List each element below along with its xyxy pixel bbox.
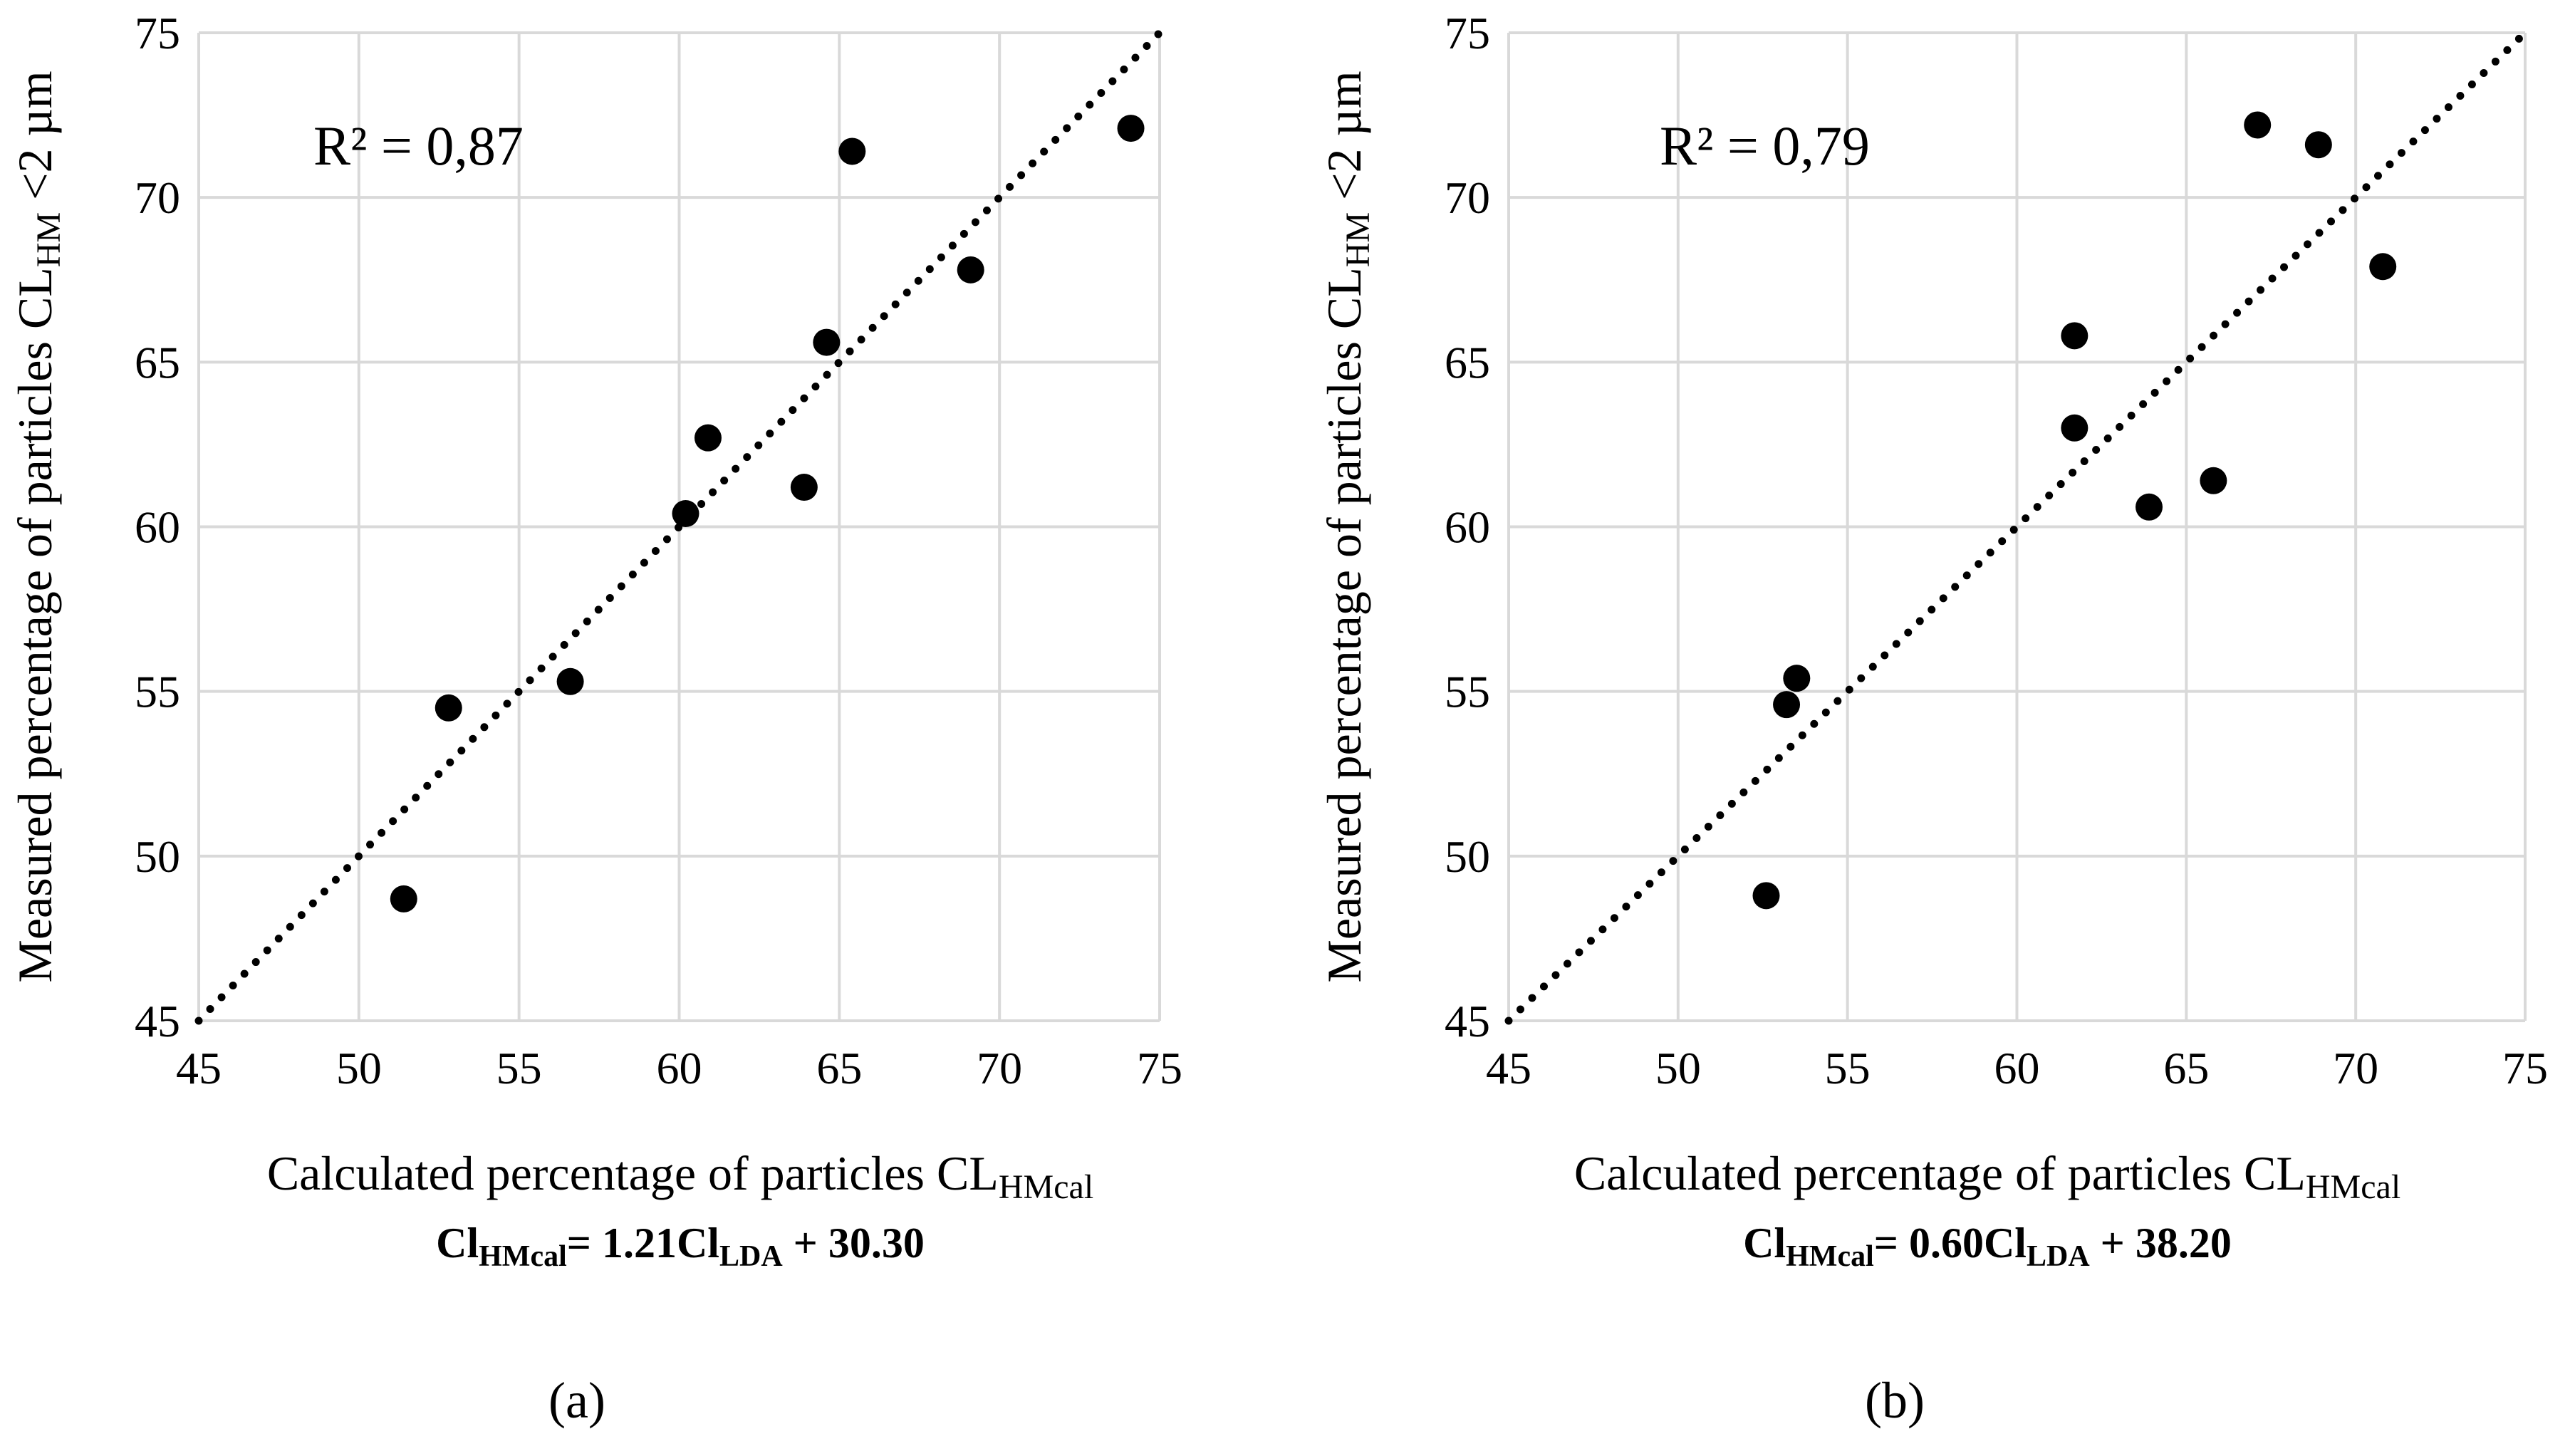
data-point bbox=[838, 137, 866, 165]
y-tick-label: 45 bbox=[135, 996, 180, 1046]
x-tick-label: 70 bbox=[977, 1043, 1022, 1093]
panel-label: (b) bbox=[1865, 1372, 1925, 1429]
data-point bbox=[556, 667, 584, 695]
data-point bbox=[957, 256, 984, 284]
y-tick-label: 70 bbox=[1445, 172, 1490, 223]
y-axis-label: Measured percentage of particles CLHM <2… bbox=[8, 71, 68, 982]
regression-equation: ClHMcal= 1.21ClLDA + 30.30 bbox=[436, 1220, 925, 1273]
x-tick-label: 55 bbox=[496, 1043, 542, 1093]
x-tick-label: 75 bbox=[1137, 1043, 1182, 1093]
data-point bbox=[694, 424, 722, 452]
x-tick-label: 55 bbox=[1825, 1043, 1871, 1093]
y-axis-label: Measured percentage of particles CLHM <2… bbox=[1317, 71, 1377, 982]
data-point bbox=[390, 885, 417, 912]
x-tick-label: 60 bbox=[657, 1043, 702, 1093]
data-point bbox=[1752, 882, 1780, 910]
y-tick-label: 50 bbox=[1445, 831, 1490, 882]
y-tick-label: 60 bbox=[1445, 502, 1490, 553]
data-point bbox=[2244, 111, 2272, 139]
x-axis-label: Calculated percentage of particles CLHMc… bbox=[1574, 1146, 2400, 1206]
x-tick-label: 50 bbox=[336, 1043, 382, 1093]
r-squared-label: R² = 0,87 bbox=[313, 115, 524, 177]
x-tick-label: 65 bbox=[816, 1043, 862, 1093]
y-tick-label: 55 bbox=[1445, 667, 1490, 717]
data-point bbox=[2061, 414, 2088, 442]
y-tick-label: 65 bbox=[1445, 337, 1490, 388]
y-tick-label: 65 bbox=[135, 337, 180, 388]
x-tick-label: 70 bbox=[2333, 1043, 2378, 1093]
data-point bbox=[2369, 253, 2397, 281]
data-point bbox=[790, 474, 818, 501]
data-point bbox=[672, 500, 699, 528]
data-point bbox=[2200, 467, 2227, 494]
reference-line bbox=[194, 28, 1164, 1025]
y-tick-label: 75 bbox=[135, 8, 180, 58]
y-tick-label: 55 bbox=[135, 667, 180, 717]
reference-line bbox=[1504, 28, 2529, 1025]
x-tick-label: 45 bbox=[176, 1043, 222, 1093]
data-point bbox=[1773, 691, 1801, 719]
y-tick-label: 50 bbox=[135, 831, 180, 882]
data-point bbox=[2304, 131, 2332, 159]
panel-label: (a) bbox=[548, 1372, 605, 1429]
x-tick-label: 45 bbox=[1486, 1043, 1531, 1093]
y-tick-label: 45 bbox=[1445, 996, 1490, 1046]
regression-equation: ClHMcal= 0.60ClLDA + 38.20 bbox=[1743, 1220, 2232, 1273]
x-tick-label: 65 bbox=[2163, 1043, 2209, 1093]
chart-panel-a: 45 50 55 60 65 70 75 45 50 55 60 65 70 75 R² = 0,87 Mea… bbox=[8, 8, 1182, 1429]
data-point bbox=[2136, 493, 2163, 521]
y-tick-label: 60 bbox=[135, 502, 180, 553]
y-tick-label: 75 bbox=[1445, 8, 1490, 58]
y-tick-label: 70 bbox=[135, 172, 180, 223]
data-point bbox=[813, 328, 841, 356]
x-axis-label: Calculated percentage of particles CLHMc… bbox=[267, 1146, 1093, 1206]
data-point bbox=[435, 694, 462, 722]
data-point bbox=[1117, 115, 1145, 142]
data-point bbox=[1783, 665, 1811, 692]
x-tick-label: 60 bbox=[1994, 1043, 2040, 1093]
x-tick-label: 50 bbox=[1655, 1043, 1701, 1093]
x-tick-label: 75 bbox=[2502, 1043, 2548, 1093]
r-squared-label: R² = 0,79 bbox=[1660, 115, 1870, 177]
data-point bbox=[2061, 322, 2088, 350]
chart-panel-b: 45 50 55 60 65 70 75 45 50 55 60 65 70 75 R² = 0,79 Mea… bbox=[1317, 8, 2548, 1429]
